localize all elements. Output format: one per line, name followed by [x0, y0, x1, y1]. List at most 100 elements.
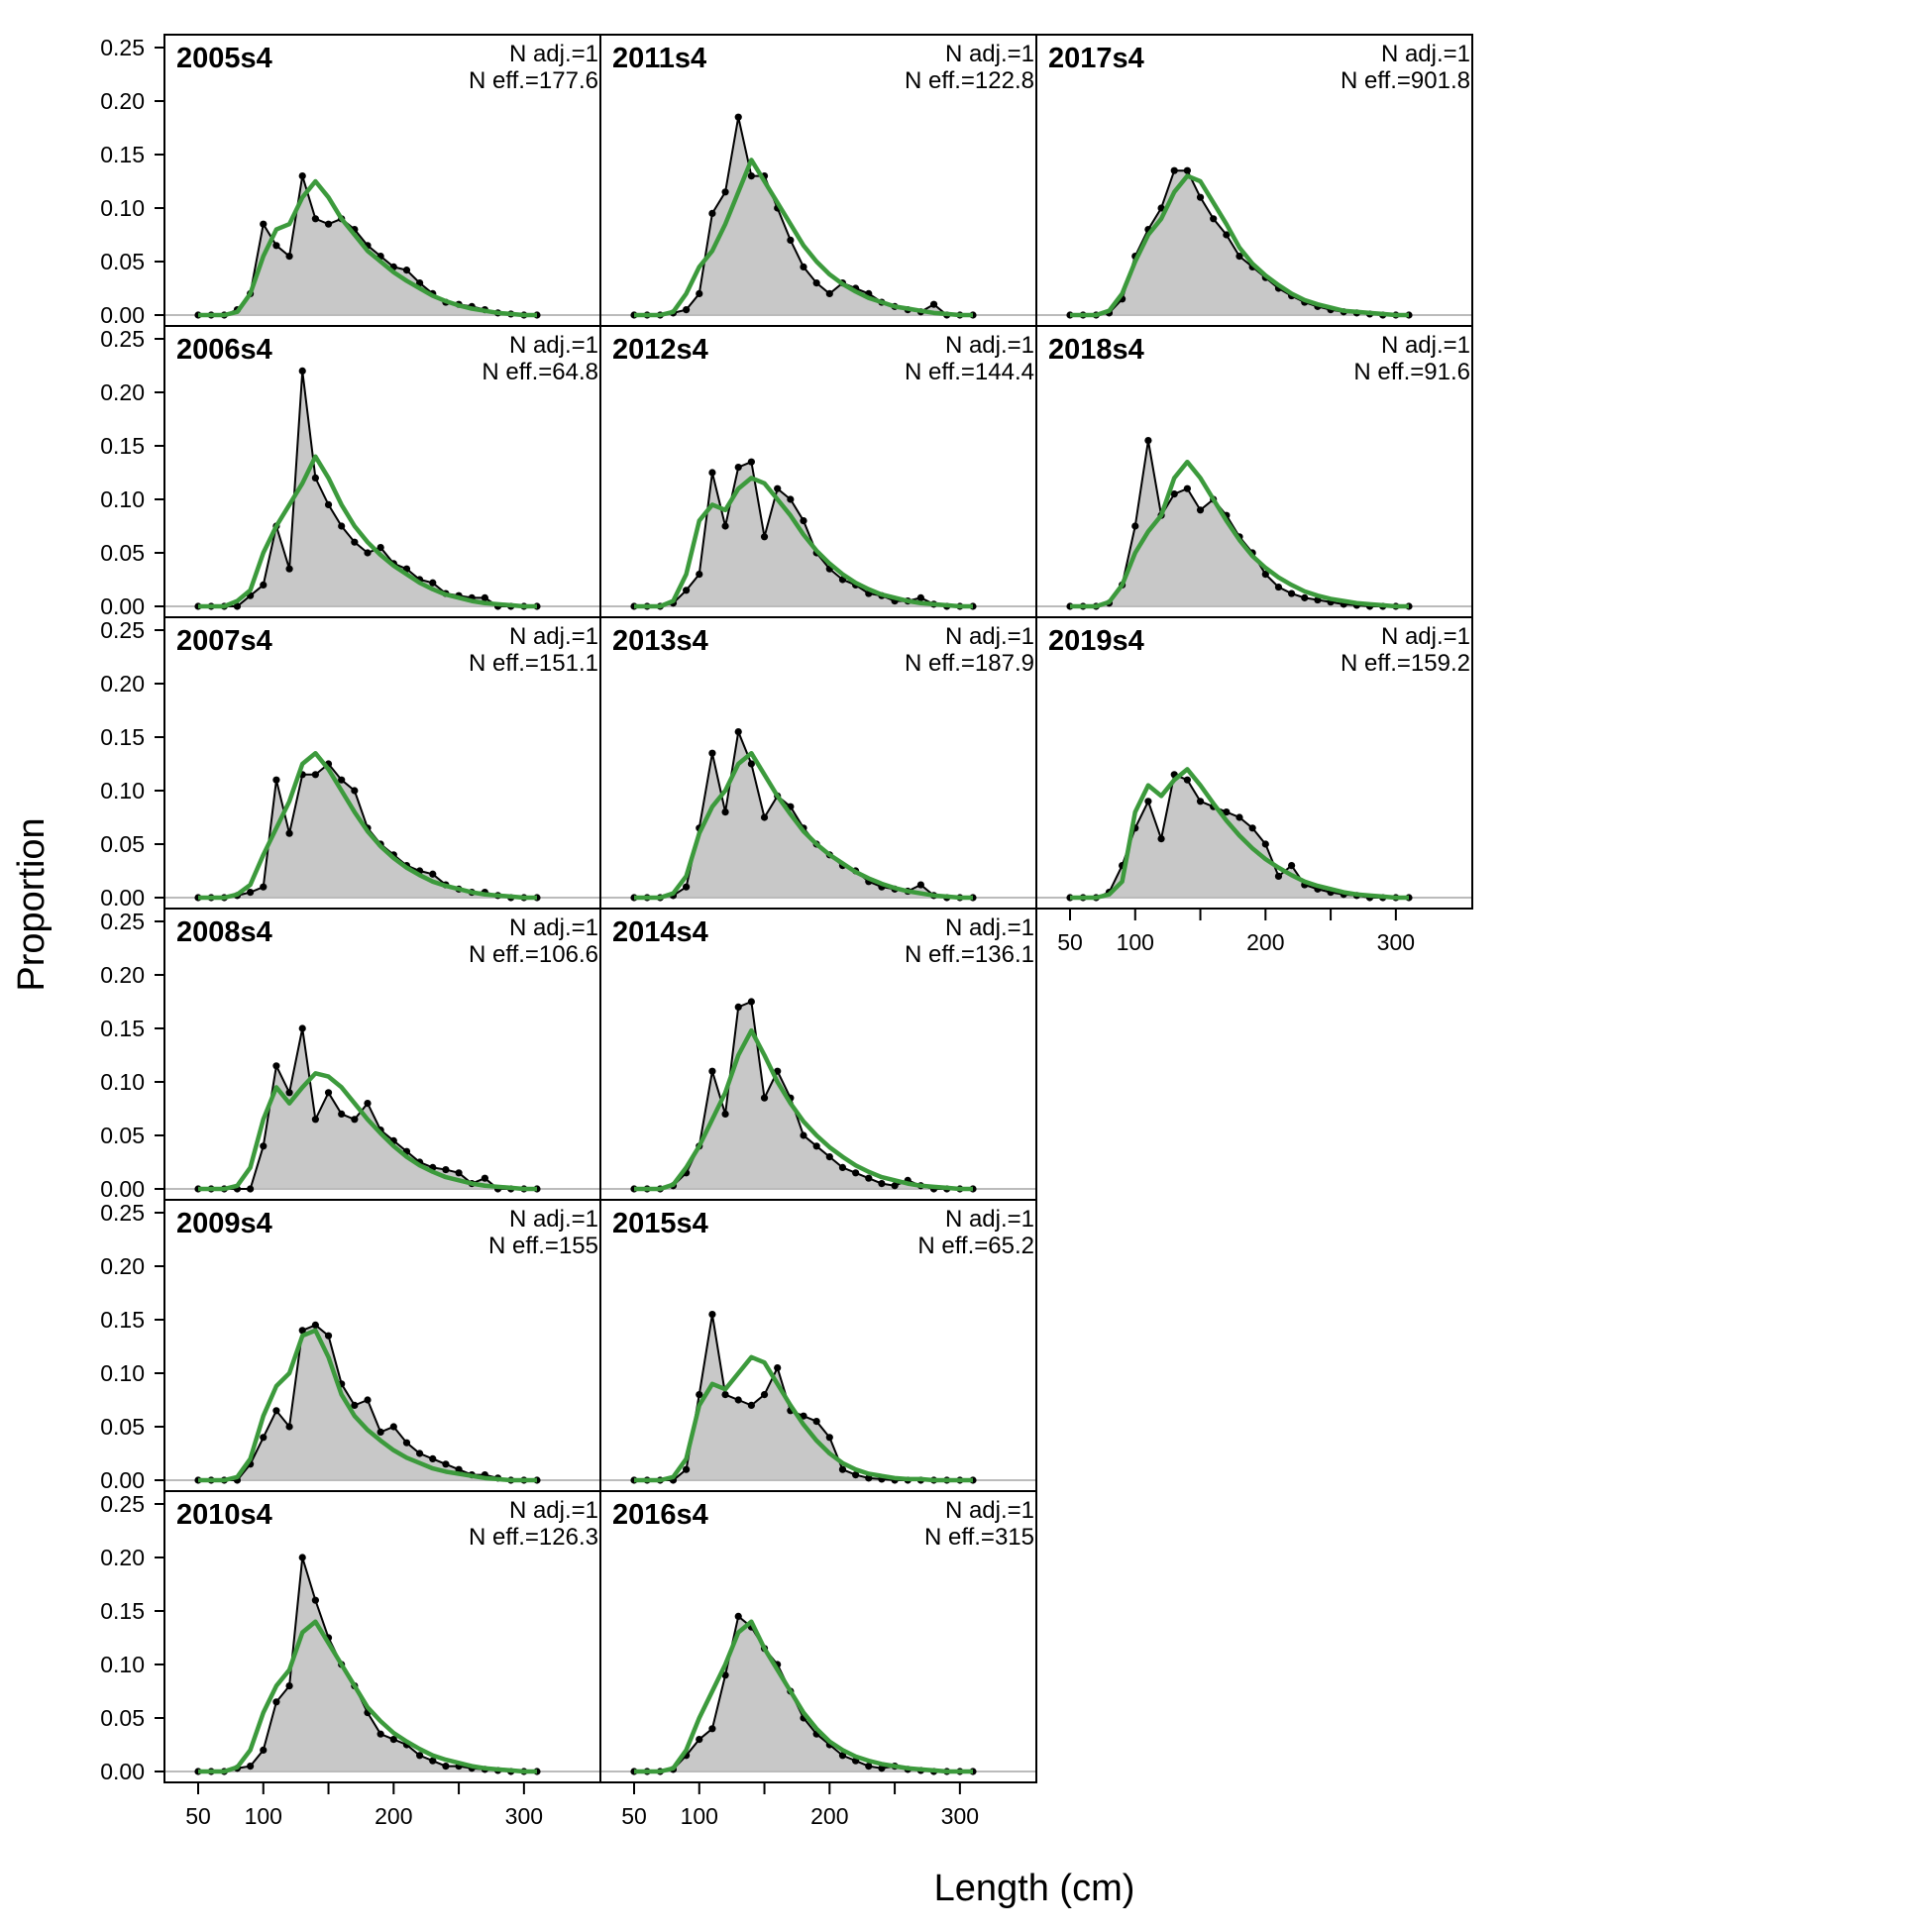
y-tick-label: 0.10	[100, 1652, 145, 1677]
observed-point	[481, 593, 488, 601]
panel-neff: N eff.=187.9	[905, 650, 1034, 677]
observed-point	[696, 289, 703, 297]
observed-point	[1261, 840, 1269, 848]
y-tick-label: 0.05	[100, 249, 145, 274]
panel-2007s4: 2007s4 N adj.=1N eff.=151.1 0.00 0.05 0.10 0.…	[100, 616, 601, 911]
observed-point	[1210, 215, 1218, 223]
y-tick-label: 0.00	[100, 1759, 145, 1784]
y-tick-label: 0.25	[100, 1200, 145, 1226]
observed-point	[416, 1752, 424, 1760]
observed-point	[260, 1434, 268, 1442]
observed-area	[634, 1616, 973, 1771]
x-tick-label: 300	[1377, 929, 1415, 955]
panel-nadj: N adj.=1	[945, 41, 1034, 67]
expected-line	[198, 750, 537, 901]
panel-2008s4: 2008s4 N adj.=1N eff.=106.6 0.00 0.05 0.10 0.…	[100, 908, 601, 1202]
panel-neff: N eff.=159.2	[1341, 650, 1470, 677]
observed-point	[429, 870, 437, 878]
x-tick-label: 100	[245, 1803, 282, 1829]
observed-point	[260, 581, 268, 589]
observed-point	[721, 1671, 729, 1679]
panel-title: 2006s4	[176, 334, 272, 366]
observed-point	[298, 172, 306, 180]
observed-point	[429, 1454, 437, 1462]
observed-point	[696, 571, 703, 579]
y-tick-label: 0.10	[100, 1069, 145, 1095]
panel-title: 2012s4	[612, 334, 708, 366]
panel-nadj: N adj.=1	[1381, 41, 1470, 67]
panel-title: 2014s4	[612, 916, 708, 948]
observed-point	[364, 1396, 372, 1404]
observed-point	[311, 1116, 319, 1124]
x-tick-label: 100	[681, 1803, 718, 1829]
observed-point	[708, 1311, 716, 1319]
observed-point	[760, 1391, 769, 1399]
panel-neff: N eff.=155	[488, 1233, 598, 1259]
observed-point	[708, 1725, 716, 1733]
y-tick-label: 0.00	[100, 302, 145, 328]
observed-point	[1196, 506, 1205, 514]
observed-point	[1157, 835, 1165, 843]
panel-2015s4: 2015s4 N adj.=1N eff.=65.2	[599, 1199, 1037, 1492]
observed-point	[760, 813, 769, 821]
observed-point	[1235, 813, 1243, 821]
y-tick-label: 0.25	[100, 35, 145, 60]
observed-point	[338, 1110, 346, 1118]
observed-point	[1261, 571, 1269, 579]
observed-point	[800, 263, 807, 270]
y-tick-label: 0.15	[100, 724, 145, 750]
observed-point	[364, 1100, 372, 1108]
observed-point	[376, 544, 384, 552]
observed-point	[774, 1067, 782, 1075]
y-tick-label: 0.10	[100, 195, 145, 221]
expected-line	[634, 476, 973, 609]
shared-axes: 50 100 200 300 50 100 200 300 50 100 200 300	[164, 908, 1472, 1829]
y-tick-label: 0.15	[100, 1307, 145, 1333]
observed-point	[747, 172, 755, 180]
observed-point	[800, 1131, 807, 1139]
observed-point	[800, 1412, 807, 1420]
observed-point	[696, 1736, 703, 1744]
observed-point	[1288, 590, 1296, 597]
x-tick-label: 50	[1057, 929, 1083, 955]
observed-point	[311, 1321, 319, 1329]
observed-point	[481, 1174, 488, 1182]
observed-point	[838, 1163, 847, 1171]
observed-point	[285, 253, 293, 261]
observed-point	[247, 1185, 255, 1193]
panel-2009s4: 2009s4 N adj.=1N eff.=155 0.00 0.05 0.10 0.15…	[100, 1199, 601, 1493]
panel-nadj: N adj.=1	[509, 41, 598, 67]
observed-point	[1274, 872, 1283, 880]
observed-point	[298, 1554, 306, 1561]
observed-point	[734, 1003, 742, 1011]
observed-point	[272, 1698, 280, 1706]
observed-point	[747, 1401, 755, 1409]
panel-neff: N eff.=315	[924, 1524, 1034, 1551]
y-tick-label: 0.25	[100, 617, 145, 643]
panel-2017s4: 2017s4 N adj.=1N eff.=901.8	[1035, 34, 1473, 327]
observed-point	[351, 1116, 359, 1124]
observed-area	[634, 731, 973, 898]
observed-point	[891, 1182, 899, 1190]
x-tick-label: 300	[505, 1803, 543, 1829]
panel-nadj: N adj.=1	[509, 1497, 598, 1524]
panel-title: 2008s4	[176, 916, 272, 948]
panel-2014s4: 2014s4 N adj.=1N eff.=136.1	[599, 908, 1037, 1201]
observed-point	[721, 522, 729, 530]
panel-title: 2007s4	[176, 625, 272, 657]
panel-title: 2016s4	[612, 1499, 708, 1531]
panel-nadj: N adj.=1	[509, 1206, 598, 1233]
observed-point	[865, 1174, 873, 1182]
observed-point	[734, 464, 742, 472]
observed-point	[800, 517, 807, 525]
observed-point	[734, 1612, 742, 1620]
y-tick-label: 0.00	[100, 1176, 145, 1202]
observed-point	[787, 495, 795, 503]
observed-area	[1070, 440, 1409, 606]
observed-point	[260, 1142, 268, 1150]
observed-point	[683, 883, 691, 891]
observed-point	[429, 1757, 437, 1765]
observed-area	[198, 1557, 537, 1771]
observed-point	[708, 209, 716, 217]
y-tick-label: 0.05	[100, 1123, 145, 1148]
